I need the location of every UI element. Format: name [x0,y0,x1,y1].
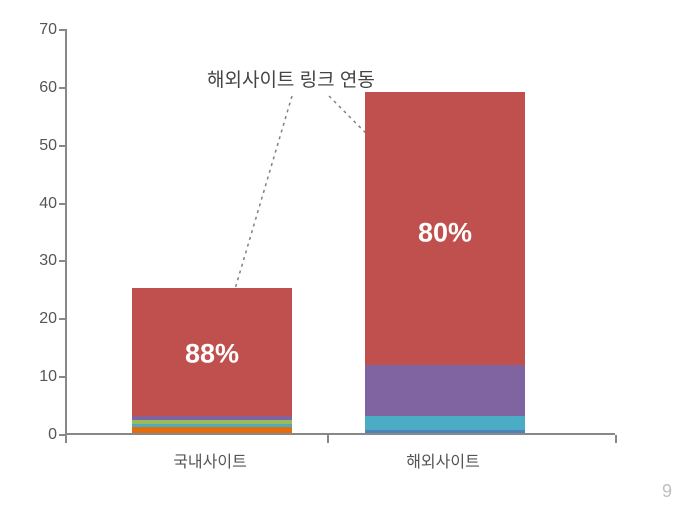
y-tick-label: 40 [39,195,57,213]
x-category-label: 해외사이트 [406,448,480,472]
x-tick-mark [65,435,67,443]
y-tick-label: 60 [39,79,57,97]
x-tick-mark [615,435,617,443]
bar-segment [132,427,292,433]
x-category-label: 국내사이트 [173,448,247,472]
bar-segment [365,416,525,430]
pct-label: 80% [418,217,472,248]
y-tick-label: 20 [39,310,57,328]
chart-container: 0 10 20 30 40 50 60 70 88% 80% 해외사이트 링크 연동 국내사이트 해… [15,15,625,485]
y-tick-label: 70 [39,21,57,39]
bar-segment [365,365,525,415]
y-axis: 010203040506070 [15,30,65,435]
annotation-label: 해외사이트 링크 연동 [207,65,375,92]
plot-area: 88% 80% 해외사이트 링크 연동 [65,30,615,435]
y-tick-label: 10 [39,368,57,386]
page-number: 9 [662,481,672,502]
y-tick-label: 30 [39,252,57,270]
y-tick-label: 0 [48,426,57,444]
pct-label: 88% [185,339,239,370]
y-tick-label: 50 [39,137,57,155]
x-tick-mark [327,435,329,443]
bar-segment [365,430,525,433]
bar-group [365,92,525,433]
